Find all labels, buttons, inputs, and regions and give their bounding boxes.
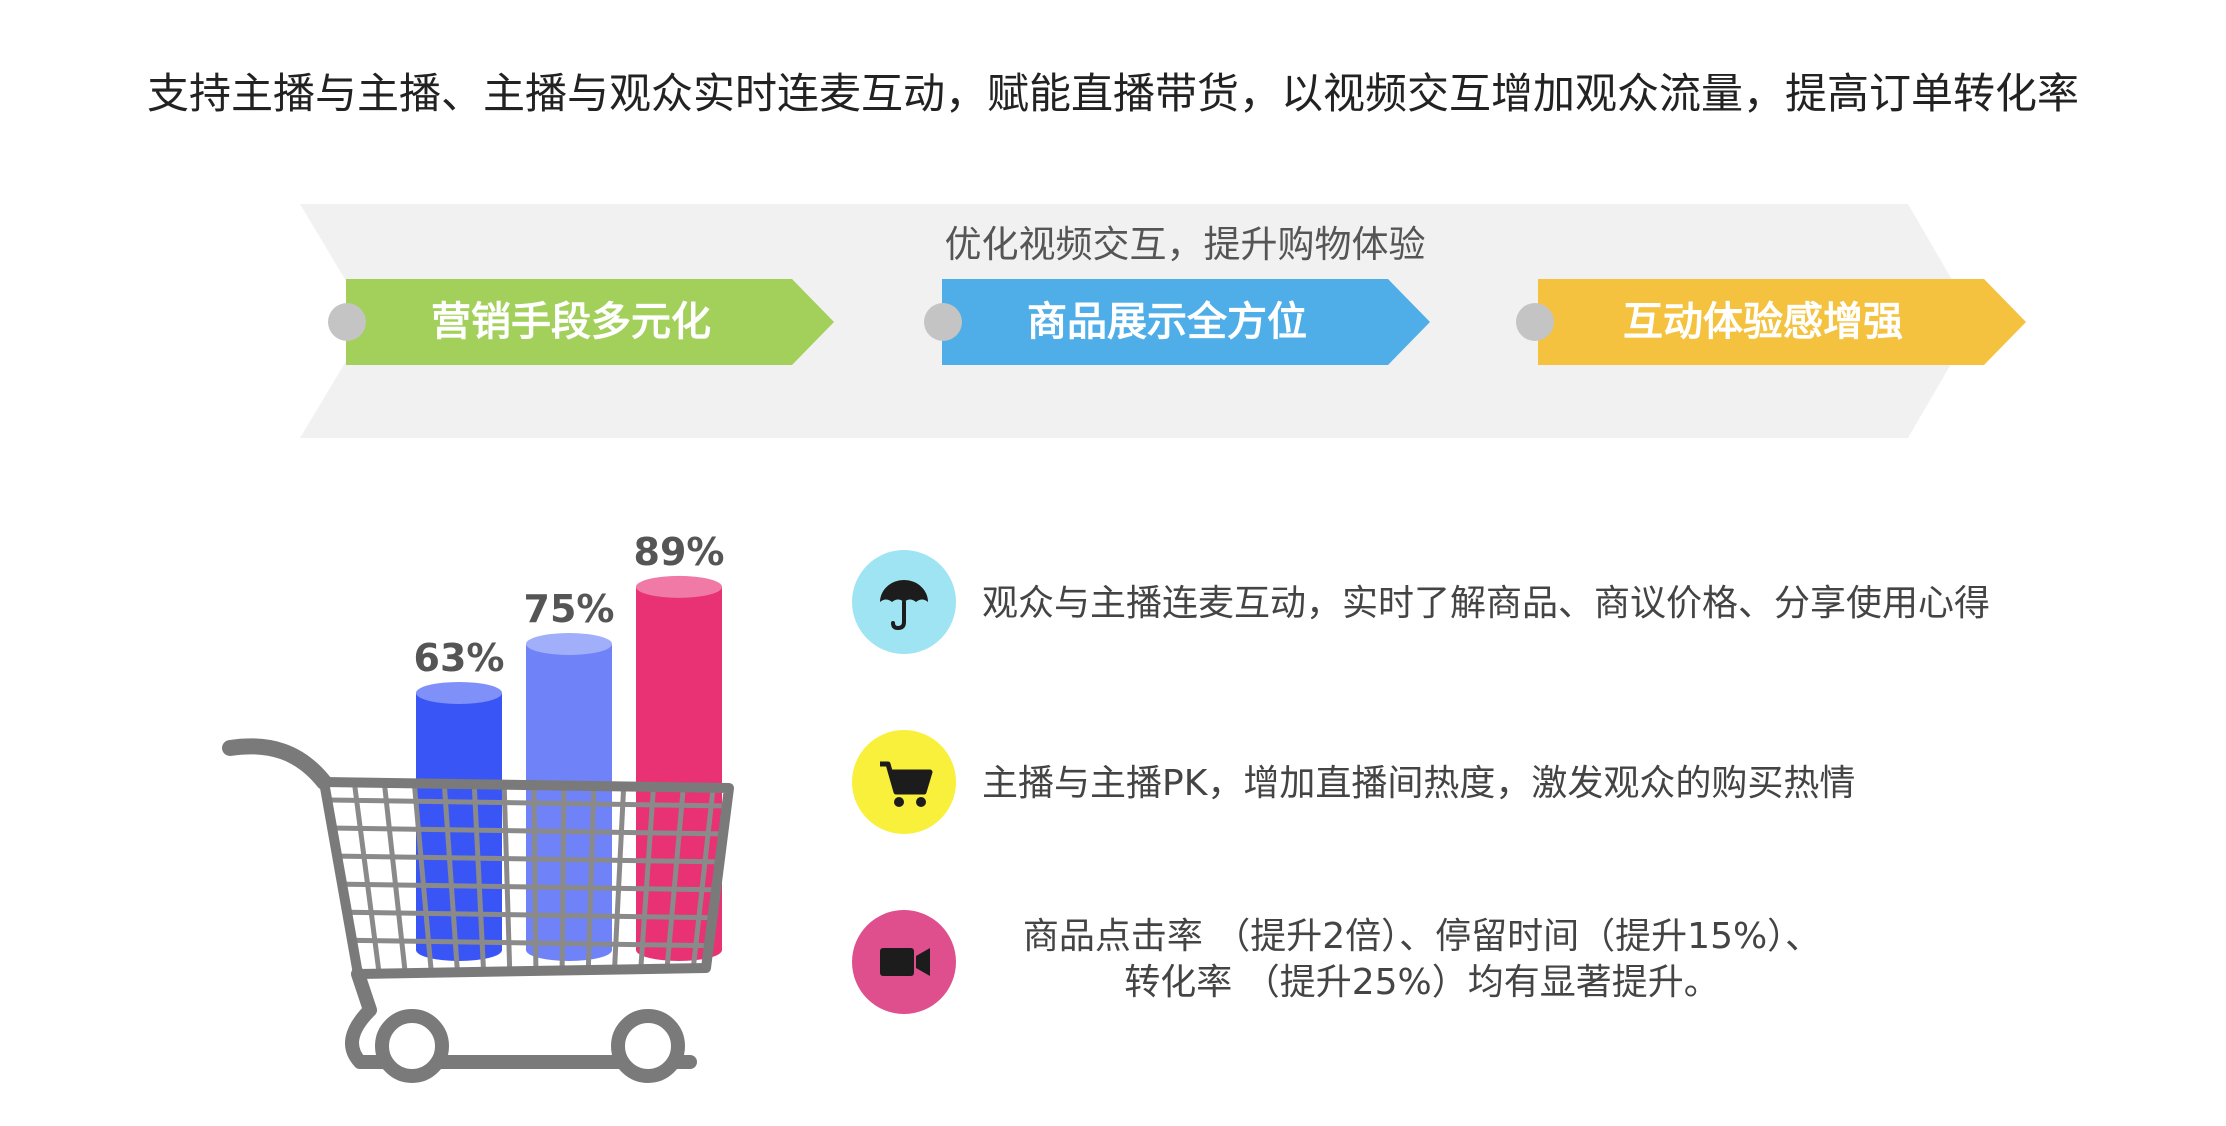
stage-interaction-arrow — [1538, 279, 2026, 365]
cart-frame — [222, 738, 734, 1069]
stage-marketing-arrow — [346, 279, 834, 365]
feature-conversion-line-2: 转化率 （提升25%）均有显著提升。 — [1124, 962, 1720, 1003]
data-label-1: 63% — [414, 636, 505, 680]
bars-layer — [416, 575, 722, 961]
feature-pk-text: 主播与主播PK，增加直播间热度，激发观众的购买热情 — [982, 763, 1856, 804]
stage-display-arrow — [942, 279, 1430, 365]
bar-3-cap — [636, 575, 722, 598]
data-labels-layer: 63% 75% 89% — [414, 530, 725, 680]
stage-display-dot — [924, 303, 962, 341]
bar-3 — [636, 575, 722, 961]
shopping-cart-icon — [880, 761, 933, 807]
feature-conversion-text: 商品点击率 （提升2倍）、停留时间（提升15%）、 转化率 （提升25%）均有显… — [972, 914, 1872, 1006]
stage-interaction: 互动体验感增强 — [1538, 279, 2028, 365]
basket-grid — [329, 782, 729, 974]
bar-2 — [526, 633, 612, 961]
data-label-2: 75% — [524, 587, 615, 631]
stage-marketing: 营销手段多元化 — [346, 279, 836, 365]
bar-2-cap — [526, 633, 612, 655]
bar-3-body — [636, 586, 722, 950]
stage-marketing-dot — [328, 303, 366, 341]
stage-marketing-label: 营销手段多元化 — [431, 299, 711, 345]
stage-display: 商品展示全方位 — [942, 279, 1432, 365]
feature-conversion-line-1: 商品点击率 （提升2倍）、停留时间（提升15%）、 — [1022, 916, 1822, 957]
headline: 支持主播与主播、主播与观众实时连麦互动，赋能直播带货，以视频交互增加观众流量，提… — [146, 69, 2079, 118]
band-subtitle: 优化视频交互，提升购物体验 — [944, 223, 1426, 266]
feature-interaction-badge — [852, 550, 956, 654]
bar-1-cap — [416, 681, 502, 704]
feature-pk-badge — [852, 730, 956, 834]
stage-display-label: 商品展示全方位 — [1027, 299, 1307, 345]
feature-conversion-badge — [852, 910, 956, 1014]
bar-2-body — [526, 644, 612, 950]
umbrella-icon — [880, 580, 928, 631]
cart-wheels — [375, 1009, 685, 1083]
data-label-3: 89% — [634, 530, 725, 574]
cart-bar-chart: 63% 75% 89% — [222, 530, 734, 1083]
video-camera-icon — [880, 948, 930, 976]
stage-interaction-dot — [1516, 303, 1554, 341]
bar-1-body — [416, 692, 502, 950]
stage-interaction-label: 互动体验感增强 — [1623, 299, 1903, 345]
feature-interaction-text: 观众与主播连麦互动，实时了解商品、商议价格、分享使用心得 — [982, 583, 1991, 624]
